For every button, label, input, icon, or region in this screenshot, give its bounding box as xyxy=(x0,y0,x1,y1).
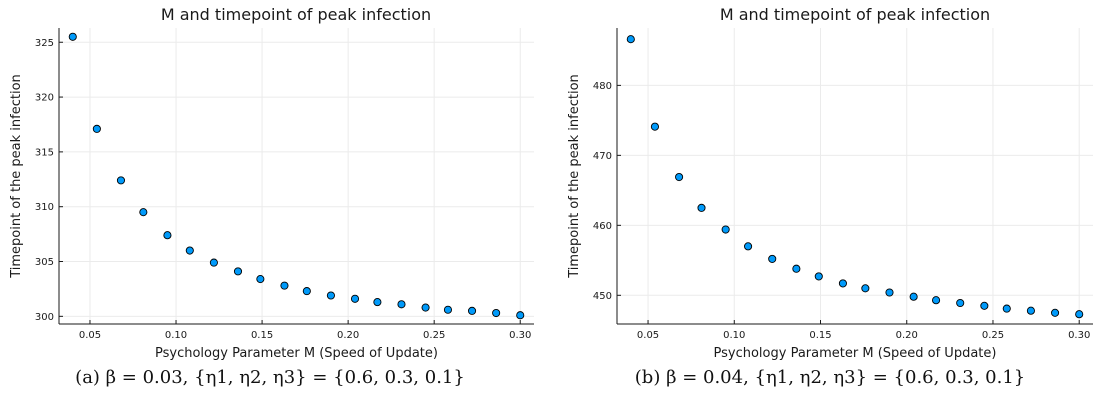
data-point xyxy=(185,246,194,255)
x-tick-label: 0.30 xyxy=(509,330,531,341)
data-point xyxy=(516,311,525,320)
y-tick-label: 300 xyxy=(35,312,54,323)
data-point xyxy=(139,208,148,217)
data-point xyxy=(116,176,126,185)
data-point xyxy=(92,124,101,133)
x-tick-label: 0.05 xyxy=(79,330,101,341)
data-point xyxy=(397,300,406,309)
data-point xyxy=(209,258,218,267)
chart-title: M and timepoint of peak infection xyxy=(161,5,431,24)
data-point xyxy=(326,291,335,300)
data-point xyxy=(885,288,894,297)
data-point xyxy=(956,298,965,308)
chart-title: M and timepoint of peak infection xyxy=(720,5,990,24)
data-point xyxy=(233,267,243,276)
y-tick-label: 315 xyxy=(35,147,54,158)
data-point xyxy=(492,308,501,318)
data-point xyxy=(909,292,918,301)
data-point xyxy=(626,35,635,44)
data-point xyxy=(163,231,172,240)
x-axis-label: Psychology Parameter M (Speed of Update) xyxy=(155,346,438,361)
data-point xyxy=(373,298,382,307)
chart-b: 0.05 0.10 0.15 0.20 0.25 0.30 450 460 470 480 M an… xyxy=(567,5,1093,388)
chart-a: 0.05 0.10 0.15 0.20 0.25 0.30 300 305 310 315 320 3… xyxy=(9,5,534,388)
data-point xyxy=(697,203,706,212)
data-point xyxy=(1051,308,1060,317)
subfigure-caption: (a) β = 0.03, {η1, η2, η3} = {0.6, 0.3, … xyxy=(75,367,465,388)
y-tick-label: 305 xyxy=(35,257,54,268)
x-tick-label: 0.25 xyxy=(423,330,445,341)
data-point xyxy=(350,294,360,303)
y-tick-label: 460 xyxy=(593,221,612,232)
data-point xyxy=(1002,304,1011,313)
data-point xyxy=(932,296,941,305)
x-tick-label: 0.20 xyxy=(337,330,359,341)
data-point xyxy=(838,279,847,288)
data-point xyxy=(1026,306,1035,315)
subfigure-caption: (b) β = 0.04, {η1, η2, η3} = {0.6, 0.3, … xyxy=(635,367,1025,388)
data-point xyxy=(68,32,77,41)
x-tick-label: 0.25 xyxy=(982,330,1004,341)
y-tick-label: 470 xyxy=(593,151,612,162)
data-point xyxy=(721,225,730,234)
x-tick-label: 0.10 xyxy=(165,330,187,341)
data-point xyxy=(980,301,989,310)
data-point xyxy=(280,281,289,290)
data-point xyxy=(768,254,777,263)
data-point xyxy=(650,122,659,131)
x-tick-label: 0.15 xyxy=(251,330,273,341)
y-axis-label: Timepoint of the peak infection xyxy=(567,74,582,279)
x-tick-label: 0.20 xyxy=(896,330,918,341)
y-tick-label: 325 xyxy=(35,38,54,49)
x-tick-label: 0.30 xyxy=(1068,330,1090,341)
data-point xyxy=(792,264,801,273)
data-point xyxy=(302,287,311,296)
y-axis-label: Timepoint of the peak infection xyxy=(9,74,24,279)
data-point xyxy=(256,275,265,284)
y-tick-label: 450 xyxy=(593,291,612,302)
data-point xyxy=(675,172,684,182)
data-point xyxy=(467,306,477,315)
data-point xyxy=(1075,310,1084,319)
y-tick-label: 480 xyxy=(593,81,612,92)
x-tick-label: 0.10 xyxy=(723,330,745,341)
x-tick-label: 0.15 xyxy=(809,330,831,341)
y-tick-label: 310 xyxy=(35,202,54,213)
y-tick-label: 320 xyxy=(35,93,54,104)
data-point xyxy=(814,272,823,281)
data-point xyxy=(443,305,452,314)
data-point xyxy=(744,242,753,251)
x-tick-label: 0.05 xyxy=(637,330,659,341)
data-point xyxy=(421,303,430,312)
data-point xyxy=(861,284,870,293)
x-axis-label: Psychology Parameter M (Speed of Update) xyxy=(714,346,997,361)
